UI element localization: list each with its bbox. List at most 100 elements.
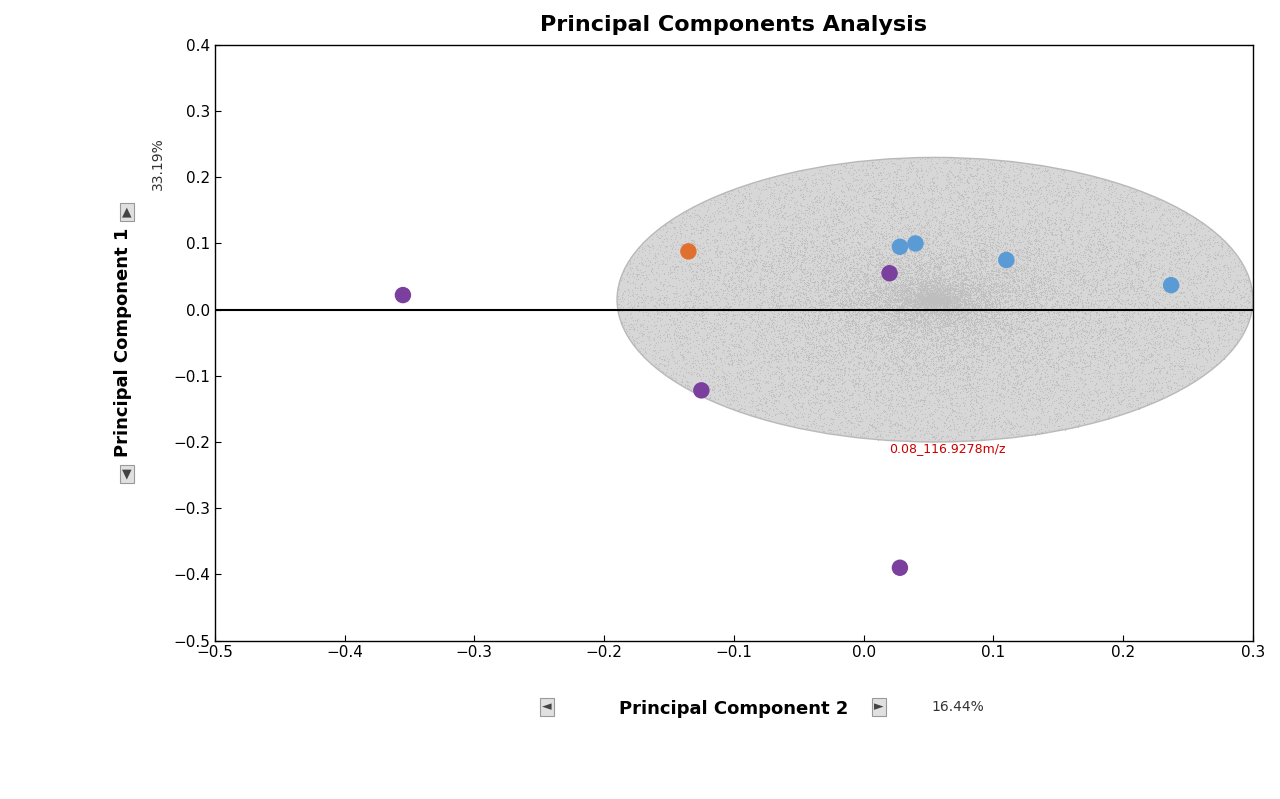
- Point: [922, 158, 942, 171]
- Point: [836, 306, 856, 319]
- Point: [712, 251, 732, 264]
- Point: [956, 322, 977, 335]
- Point: [950, 175, 970, 188]
- Point: [937, 411, 957, 423]
- Point: [882, 218, 902, 231]
- Point: [1112, 284, 1133, 296]
- Point: [920, 299, 941, 312]
- Point: [849, 418, 869, 431]
- Point: [869, 280, 890, 292]
- Point: [979, 165, 1000, 178]
- Point: [945, 261, 965, 274]
- Point: [1135, 323, 1156, 336]
- Point: [859, 342, 879, 355]
- Point: [972, 409, 992, 422]
- Point: [951, 429, 972, 442]
- Point: [991, 335, 1011, 348]
- Point: [892, 300, 913, 312]
- Point: [1019, 214, 1039, 227]
- Point: [959, 190, 979, 203]
- Point: [982, 297, 1002, 310]
- Point: [969, 254, 989, 267]
- Point: [776, 328, 796, 341]
- Point: [977, 355, 997, 368]
- Point: [896, 358, 916, 371]
- Point: [676, 220, 696, 233]
- Point: [919, 384, 940, 396]
- Point: [1129, 291, 1149, 304]
- Point: [952, 319, 973, 332]
- Point: [820, 341, 841, 354]
- Point: [1117, 324, 1138, 336]
- Point: [901, 410, 922, 423]
- Point: [1097, 317, 1117, 330]
- Point: [694, 304, 714, 316]
- Point: [1139, 264, 1160, 276]
- Point: [756, 324, 777, 337]
- Point: [948, 264, 969, 276]
- Point: [1052, 348, 1073, 361]
- Point: [986, 297, 1006, 310]
- Point: [1139, 196, 1160, 209]
- Point: [934, 210, 955, 223]
- Point: [836, 316, 856, 328]
- Point: [1101, 267, 1121, 280]
- Point: [897, 302, 918, 315]
- Point: [1096, 264, 1116, 277]
- Point: [1138, 317, 1158, 330]
- Point: [1015, 293, 1036, 306]
- Point: [1170, 359, 1190, 372]
- Point: [964, 282, 984, 295]
- Point: [915, 285, 936, 298]
- Point: [925, 292, 946, 305]
- Point: [993, 424, 1014, 437]
- Point: [890, 272, 910, 285]
- Point: [923, 295, 943, 308]
- Point: [1123, 255, 1143, 268]
- Point: [735, 237, 755, 250]
- Point: [1117, 238, 1138, 251]
- Point: [662, 241, 682, 254]
- Point: [772, 376, 792, 389]
- Point: [1098, 175, 1119, 188]
- Point: [872, 417, 892, 430]
- Point: [966, 211, 987, 224]
- Point: [643, 257, 663, 270]
- Point: [955, 301, 975, 314]
- Point: [997, 316, 1018, 329]
- Point: [1216, 314, 1236, 327]
- Point: [982, 335, 1002, 348]
- Point: [940, 338, 960, 351]
- Point: [1107, 295, 1128, 308]
- Point: [892, 293, 913, 306]
- Point: [968, 212, 988, 225]
- Point: [910, 345, 931, 358]
- Point: [687, 244, 708, 256]
- Point: [905, 314, 925, 327]
- Point: [1065, 340, 1085, 352]
- Point: [959, 279, 979, 292]
- Point: [786, 169, 806, 181]
- Point: [974, 293, 995, 306]
- Point: [841, 228, 861, 240]
- Point: [936, 344, 956, 356]
- Point: [846, 227, 867, 240]
- Point: [956, 268, 977, 281]
- Point: [1138, 270, 1158, 283]
- Point: [1103, 323, 1124, 336]
- Point: [996, 263, 1016, 276]
- Point: [891, 351, 911, 364]
- Point: [929, 366, 950, 379]
- Point: [933, 284, 954, 297]
- Point: [700, 392, 721, 404]
- Point: [1009, 356, 1029, 369]
- Point: [1155, 312, 1175, 324]
- Point: [956, 203, 977, 216]
- Point: [650, 293, 671, 306]
- Point: [1146, 344, 1166, 356]
- Point: [805, 289, 826, 302]
- Point: [704, 385, 724, 398]
- Point: [637, 239, 658, 252]
- Point: [891, 304, 911, 317]
- Point: [1193, 239, 1213, 252]
